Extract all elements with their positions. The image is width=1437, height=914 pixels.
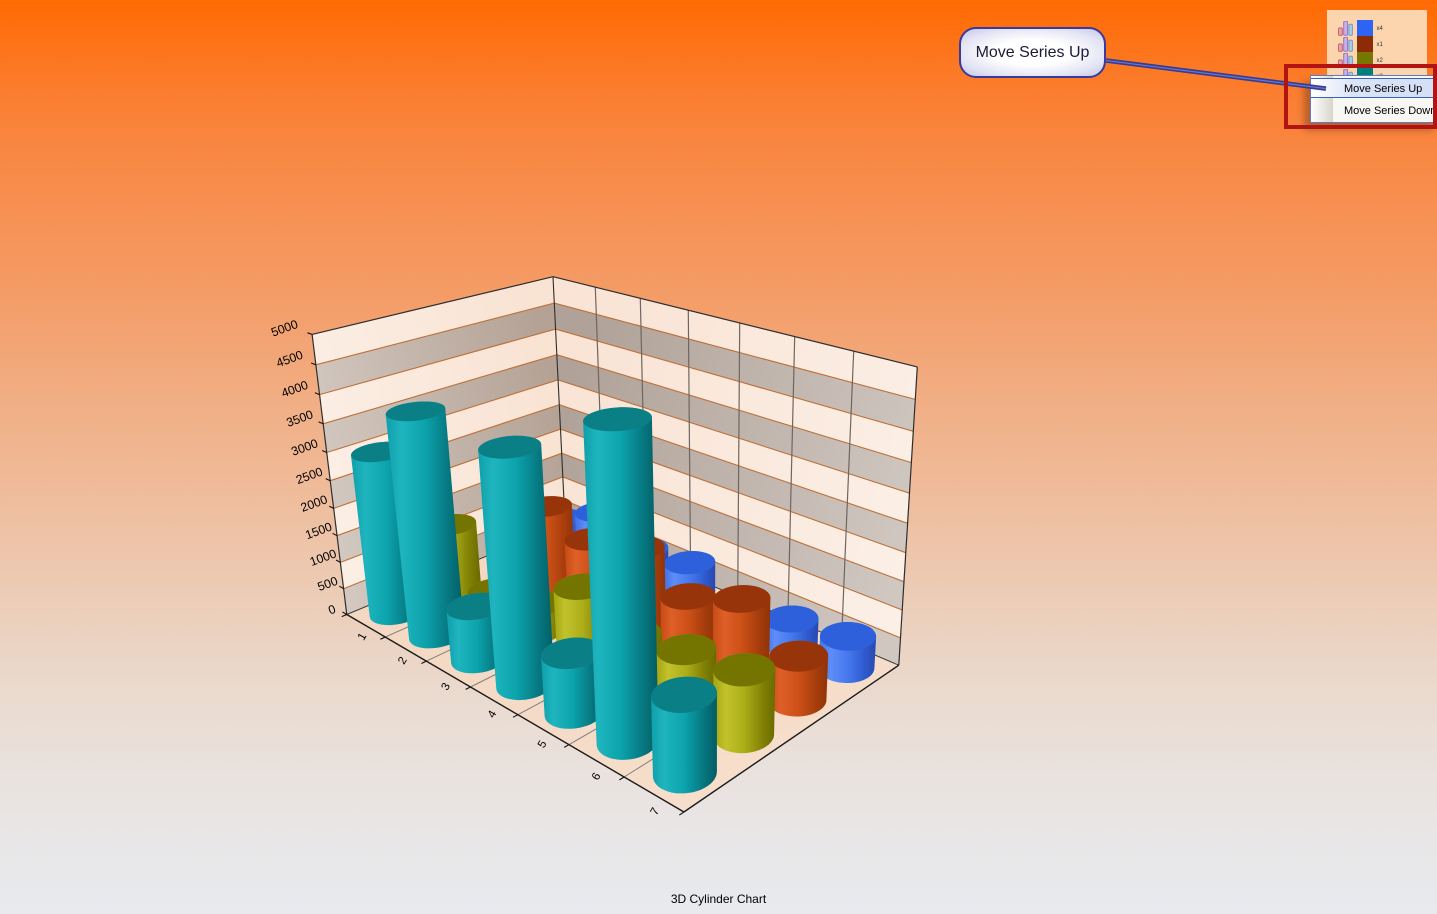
svg-text:5: 5	[536, 739, 550, 751]
svg-text:5000: 5000	[269, 317, 300, 340]
svg-text:3: 3	[439, 681, 453, 693]
svg-text:4500: 4500	[274, 348, 305, 371]
svg-text:500: 500	[316, 574, 340, 594]
svg-text:4: 4	[486, 708, 500, 720]
svg-text:3000: 3000	[289, 436, 320, 459]
svg-text:1: 1	[356, 631, 370, 643]
svg-text:2: 2	[396, 655, 410, 667]
svg-text:7: 7	[649, 806, 663, 818]
svg-text:0: 0	[326, 602, 337, 618]
svg-text:1500: 1500	[303, 520, 334, 543]
svg-text:2500: 2500	[294, 464, 325, 487]
svg-text:3500: 3500	[284, 407, 315, 430]
svg-text:4000: 4000	[279, 378, 310, 401]
svg-text:3D Cylinder Chart: 3D Cylinder Chart	[671, 892, 767, 906]
svg-text:6: 6	[590, 771, 604, 783]
svg-text:1000: 1000	[308, 546, 339, 569]
svg-text:2000: 2000	[299, 492, 330, 515]
